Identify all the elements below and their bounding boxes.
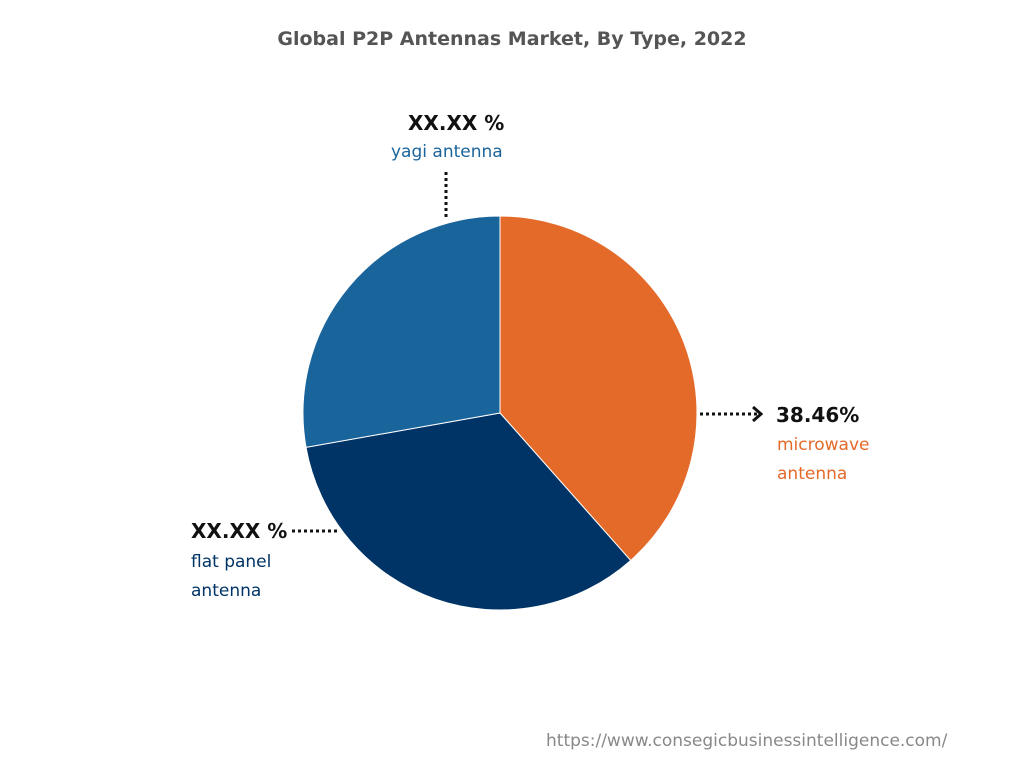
yagi-pct-label: XX.XX %: [408, 111, 505, 135]
flat-line2: antenna: [191, 581, 262, 601]
microwave-line1: microwave: [777, 435, 870, 455]
flat-line1: flat panel: [191, 552, 272, 572]
chart-title: Global P2P Antennas Market, By Type, 202…: [277, 28, 747, 50]
flat-panel-pct-label: XX.XX %: [191, 519, 288, 543]
source-url: https://www.consegicbusinessintelligence…: [546, 731, 948, 751]
yagi-name-label: yagi antenna: [391, 142, 503, 162]
microwave-name-label: microwave antenna: [777, 431, 870, 489]
arrow-head-icon: [752, 405, 764, 423]
pie-slice-yagi-antenna: [302, 215, 501, 448]
pie-slice-microwave-antenna: [499, 215, 698, 562]
microwave-line2: antenna: [777, 464, 848, 484]
pie-slice-flat-panel-antenna: [305, 412, 632, 611]
flat-panel-name-label: flat panel antenna: [191, 548, 271, 606]
microwave-pct-label: 38.46%: [776, 403, 860, 427]
